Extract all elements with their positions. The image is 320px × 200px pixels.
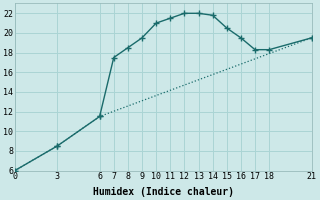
X-axis label: Humidex (Indice chaleur): Humidex (Indice chaleur)	[93, 186, 234, 197]
